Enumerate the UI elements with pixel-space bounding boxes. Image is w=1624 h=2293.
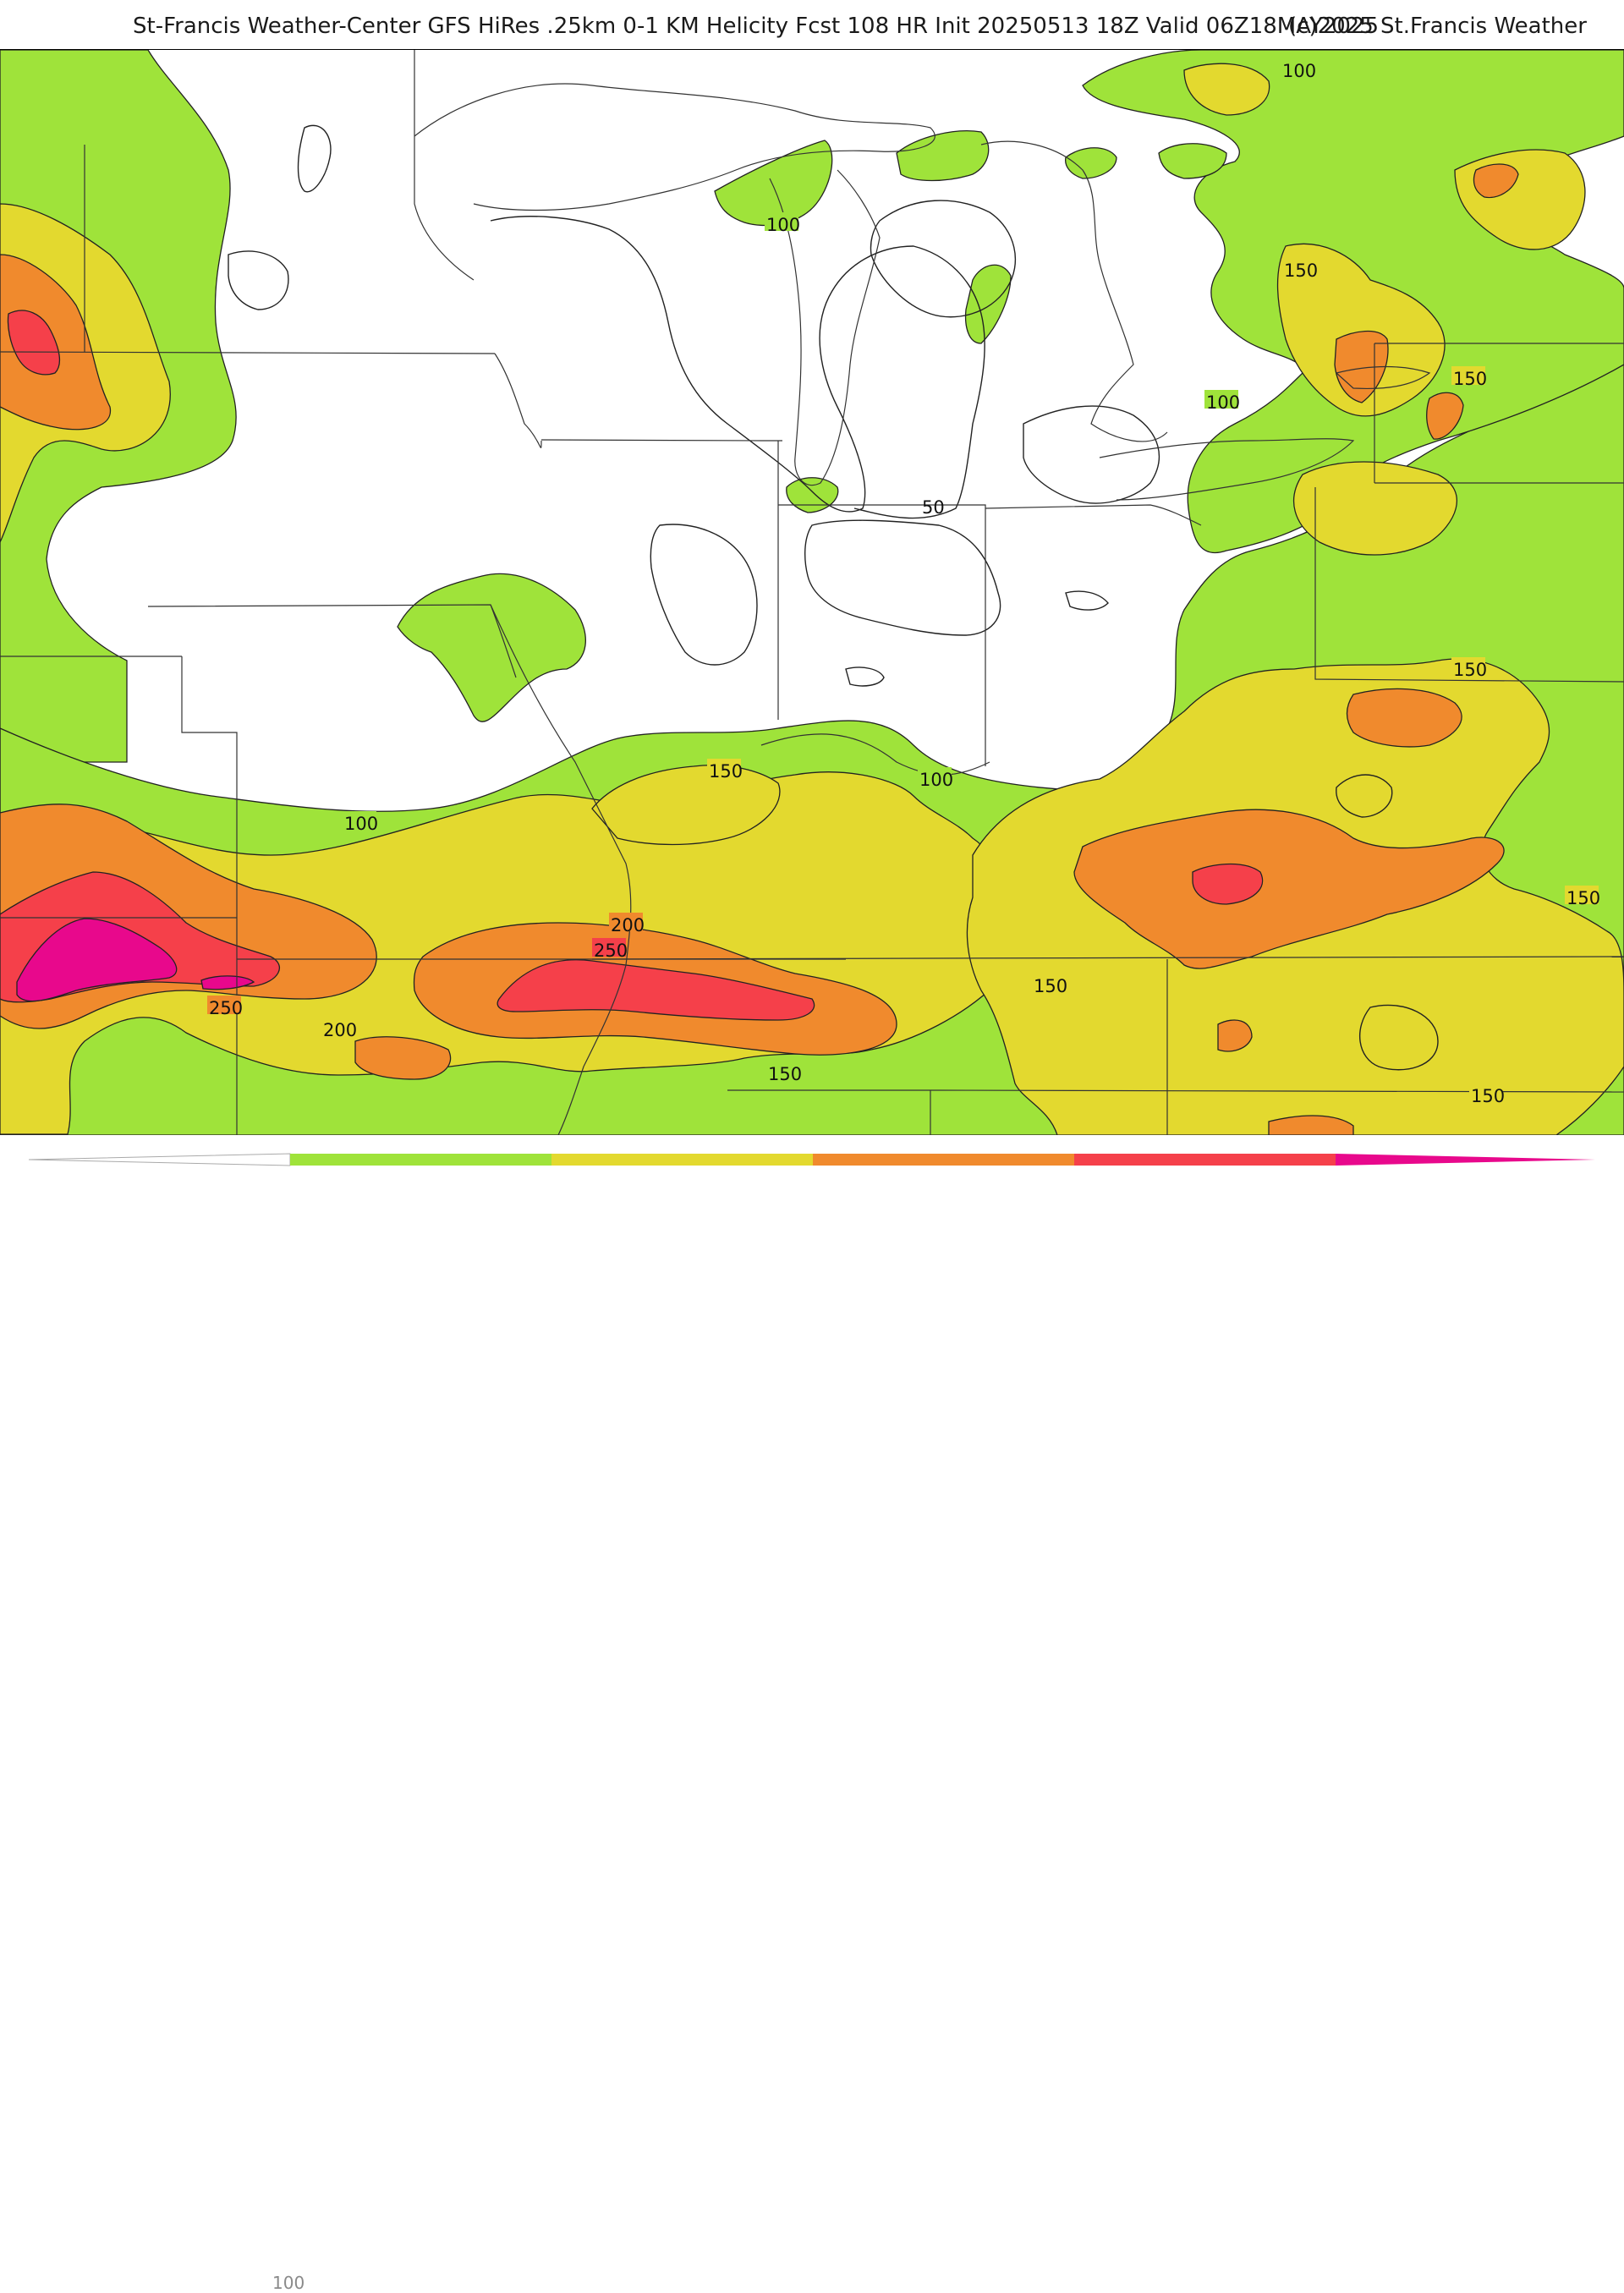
- legend-tick-label: 100: [272, 2273, 305, 2293]
- legend-band-100: [290, 1154, 551, 1166]
- great-lakes-outlines: [414, 83, 1431, 1135]
- state-boundaries: [0, 50, 1624, 1135]
- contour-label: 150: [1471, 1086, 1505, 1106]
- contour-label: 100: [919, 770, 953, 790]
- legend-bar: [28, 1153, 1595, 1166]
- contour-label: 150: [1284, 261, 1318, 281]
- contour-label: 150: [1566, 888, 1600, 908]
- title-bar: St-Francis Weather-Center GFS HiRes .25k…: [0, 0, 1624, 49]
- helicity-300-regions: [16, 918, 255, 1002]
- contour-label: 200: [323, 1020, 357, 1040]
- helicity-50-contours: [228, 124, 1439, 1071]
- contour-label: 100: [344, 814, 378, 834]
- legend-band-200: [813, 1154, 1074, 1166]
- contour-label: 250: [594, 941, 628, 961]
- contour-label: 150: [1034, 976, 1067, 996]
- map-canvas: 100 100 150 150 100 50 150 150 100 100 1…: [0, 50, 1624, 1135]
- contour-label: 250: [209, 998, 243, 1018]
- map-title: St-Francis Weather-Center GFS HiRes .25k…: [133, 14, 1380, 39]
- color-legend: 100: [0, 1134, 1624, 2293]
- contour-label: 150: [1453, 369, 1487, 389]
- contour-label: 150: [709, 761, 743, 782]
- contour-label: 100: [1282, 61, 1316, 81]
- contour-label: 200: [611, 915, 645, 935]
- contour-labels: 100 100 150 150 100 50 150 150 100 100 1…: [207, 58, 1600, 1106]
- legend-band-300: [1336, 1154, 1595, 1166]
- contour-label: 50: [922, 497, 945, 518]
- copyright-notice: (c)2025 St.Francis Weather: [1288, 14, 1587, 39]
- legend-band-150: [551, 1154, 813, 1166]
- contour-label: 100: [766, 215, 800, 235]
- contour-label: 150: [768, 1064, 802, 1084]
- contour-label: 150: [1453, 660, 1487, 680]
- contour-label: 100: [1206, 392, 1240, 413]
- legend-band-250: [1074, 1154, 1336, 1166]
- helicity-map: 100 100 150 150 100 50 150 150 100 100 1…: [0, 49, 1624, 1135]
